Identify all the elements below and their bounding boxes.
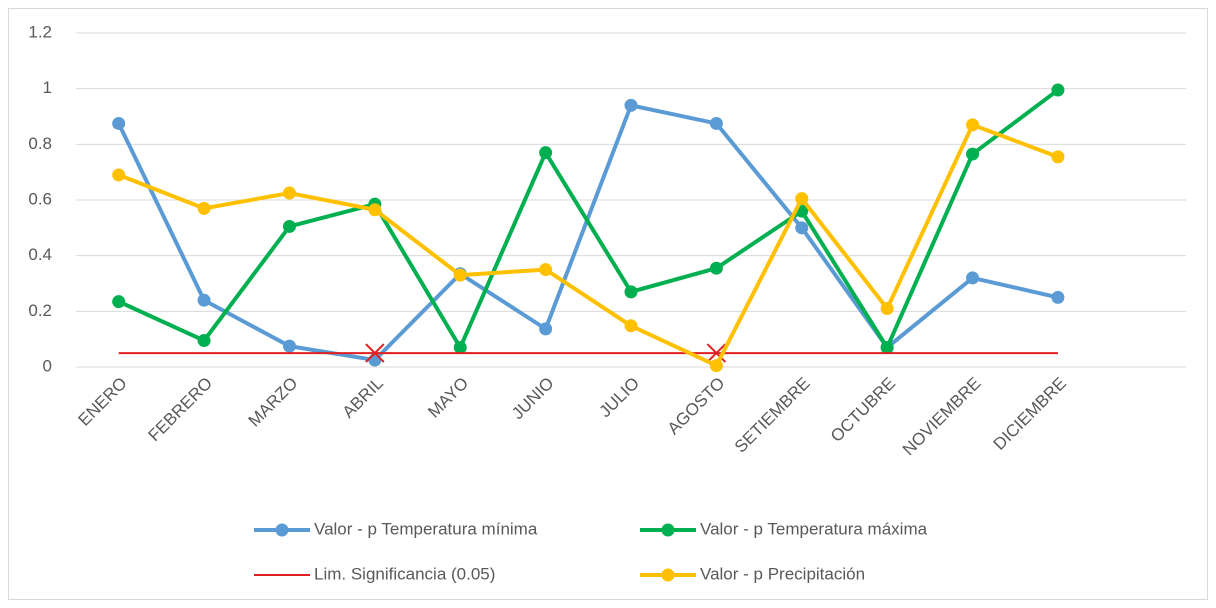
legend-label: Valor - p Precipitación	[700, 564, 865, 583]
series	[112, 118, 1065, 373]
point	[1051, 83, 1065, 97]
point	[709, 116, 723, 130]
point	[966, 147, 980, 161]
point	[880, 302, 894, 316]
point	[795, 192, 809, 206]
point	[709, 359, 723, 373]
point	[624, 98, 638, 112]
point	[453, 341, 467, 355]
series-line	[116, 103, 1059, 363]
point	[197, 293, 211, 307]
point	[880, 341, 894, 355]
legend-entry: Valor - p Temperatura mínima	[254, 519, 538, 538]
chart-border	[8, 8, 1208, 600]
series-line	[117, 88, 1060, 350]
point	[966, 118, 980, 132]
point	[112, 168, 126, 182]
point	[368, 353, 382, 367]
y-tick-label: 1	[43, 78, 52, 97]
point	[1051, 150, 1065, 164]
cross-marker	[706, 343, 727, 363]
y-tick-label: 0	[43, 356, 52, 375]
point	[1051, 290, 1065, 304]
point	[282, 219, 296, 233]
legend-entry: Valor - p Temperatura máxima	[640, 519, 928, 538]
point	[282, 339, 296, 353]
point	[709, 261, 723, 275]
legend-entry: Valor - p Precipitación	[640, 564, 865, 583]
point	[197, 201, 211, 215]
legend-marker	[275, 523, 289, 537]
cross-marker	[365, 343, 385, 363]
point	[539, 263, 553, 277]
point	[539, 146, 553, 160]
point	[966, 271, 980, 285]
point	[795, 221, 809, 235]
y-tick-label: 0.2	[28, 301, 52, 320]
point	[112, 295, 126, 309]
point	[368, 203, 382, 217]
legend-entry: Lim. Significancia (0.05)	[254, 564, 495, 583]
y-tick-label: 0.6	[28, 189, 52, 208]
point	[282, 186, 296, 200]
point	[453, 268, 467, 282]
series-line	[117, 122, 1059, 368]
legend-marker	[661, 523, 675, 537]
y-tick-label: 0.4	[28, 245, 52, 264]
legend-label: Valor - p Temperatura máxima	[700, 519, 928, 538]
point	[624, 285, 638, 299]
legend-label: Valor - p Temperatura mínima	[314, 519, 538, 538]
y-tick-label: 1.2	[28, 22, 52, 41]
point	[539, 322, 553, 336]
point	[197, 334, 211, 348]
series	[118, 343, 1058, 363]
point	[624, 319, 638, 333]
y-tick-label: 0.8	[28, 134, 52, 153]
legend-label: Lim. Significancia (0.05)	[314, 564, 495, 583]
legend-marker	[661, 568, 675, 582]
point	[112, 116, 126, 130]
